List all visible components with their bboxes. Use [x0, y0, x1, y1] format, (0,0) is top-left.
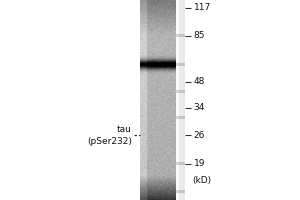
- Text: 117: 117: [194, 3, 211, 12]
- Text: 26: 26: [194, 131, 205, 140]
- Text: 34: 34: [194, 104, 205, 112]
- Text: (pSer232): (pSer232): [87, 137, 132, 146]
- Text: tau: tau: [117, 124, 132, 134]
- Text: 85: 85: [194, 31, 205, 40]
- Text: 48: 48: [194, 77, 205, 86]
- Text: 19: 19: [194, 160, 205, 168]
- Text: (kD): (kD): [192, 176, 211, 184]
